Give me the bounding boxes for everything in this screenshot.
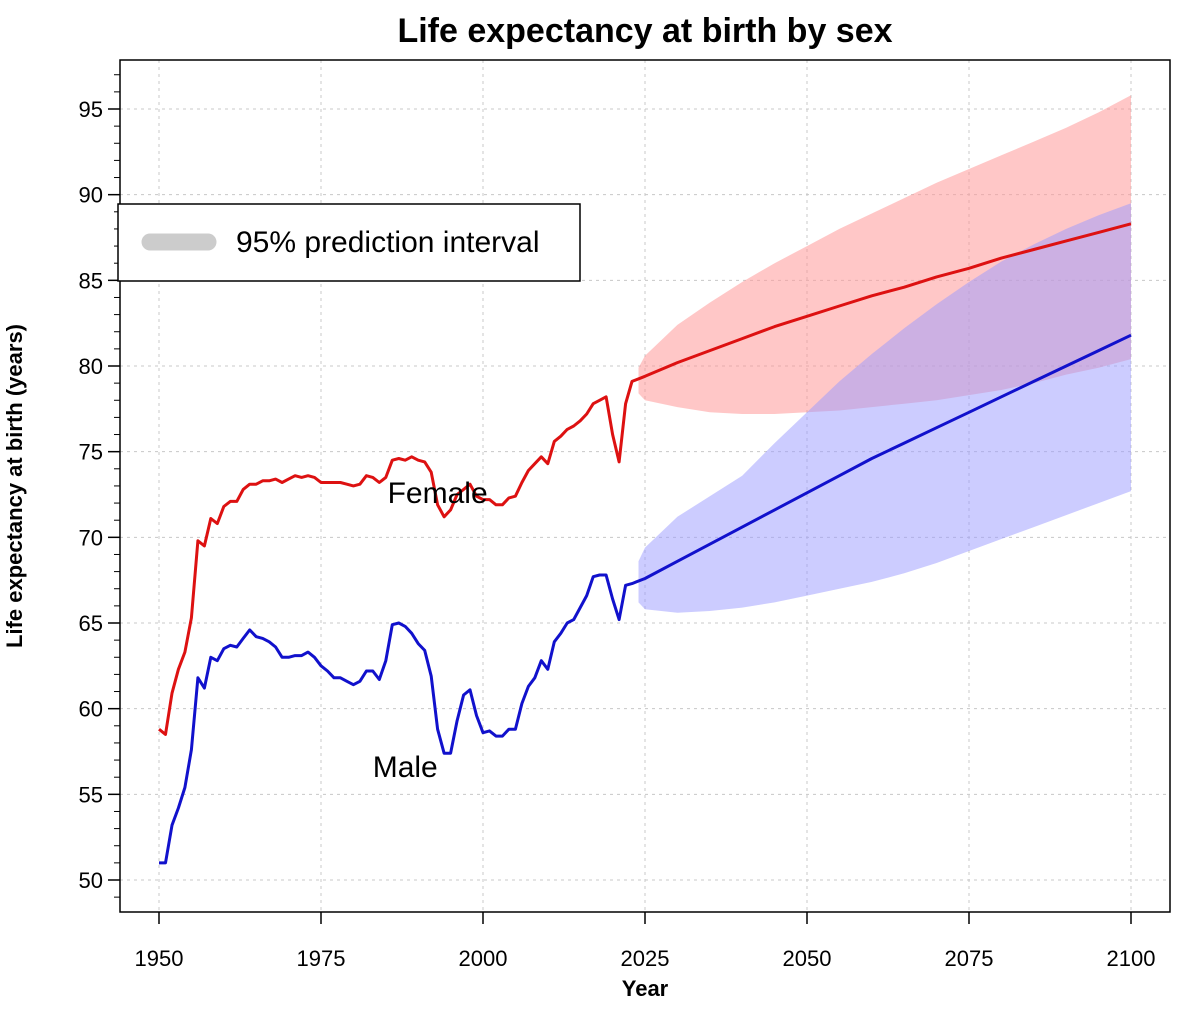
y-tick-label: 85	[79, 268, 103, 293]
y-tick-label: 65	[79, 611, 103, 636]
y-tick-label: 90	[79, 183, 103, 208]
x-tick-label: 1950	[135, 946, 184, 971]
x-axis-title: Year	[622, 976, 669, 1001]
y-tick-label: 75	[79, 440, 103, 465]
series-lines	[158, 222, 1132, 865]
prediction-bands	[638, 95, 1131, 613]
x-tick-label: 2050	[783, 946, 832, 971]
x-tick-label: 2025	[621, 946, 670, 971]
female-label: Female	[388, 477, 488, 510]
chart-title: Life expectancy at birth by sex	[397, 12, 892, 50]
legend-label: 95% prediction interval	[236, 226, 540, 259]
x-axis: 1950 1975 2000 2025 2050 2075 2100	[135, 912, 1156, 971]
female-line	[158, 222, 1132, 736]
x-tick-label: 2075	[945, 946, 994, 971]
x-tick-label: 2100	[1107, 946, 1156, 971]
male-line	[159, 333, 1132, 865]
y-tick-label: 70	[79, 525, 103, 550]
y-tick-label: 50	[79, 868, 103, 893]
y-tick-label: 60	[79, 697, 103, 722]
x-tick-label: 2000	[459, 946, 508, 971]
y-axis: 50 55 60 65 70 75 80 85 90 95	[79, 74, 120, 898]
y-tick-label: 55	[79, 782, 103, 807]
y-tick-label: 95	[79, 97, 103, 122]
legend: 95% prediction interval	[117, 203, 581, 282]
x-tick-label: 1975	[297, 946, 346, 971]
series-labels: Female Male	[373, 477, 488, 784]
y-axis-title: Life expectancy at birth (years)	[2, 324, 27, 648]
y-tick-label: 80	[79, 354, 103, 379]
male-prediction-band	[638, 203, 1131, 613]
male-label: Male	[373, 751, 438, 784]
